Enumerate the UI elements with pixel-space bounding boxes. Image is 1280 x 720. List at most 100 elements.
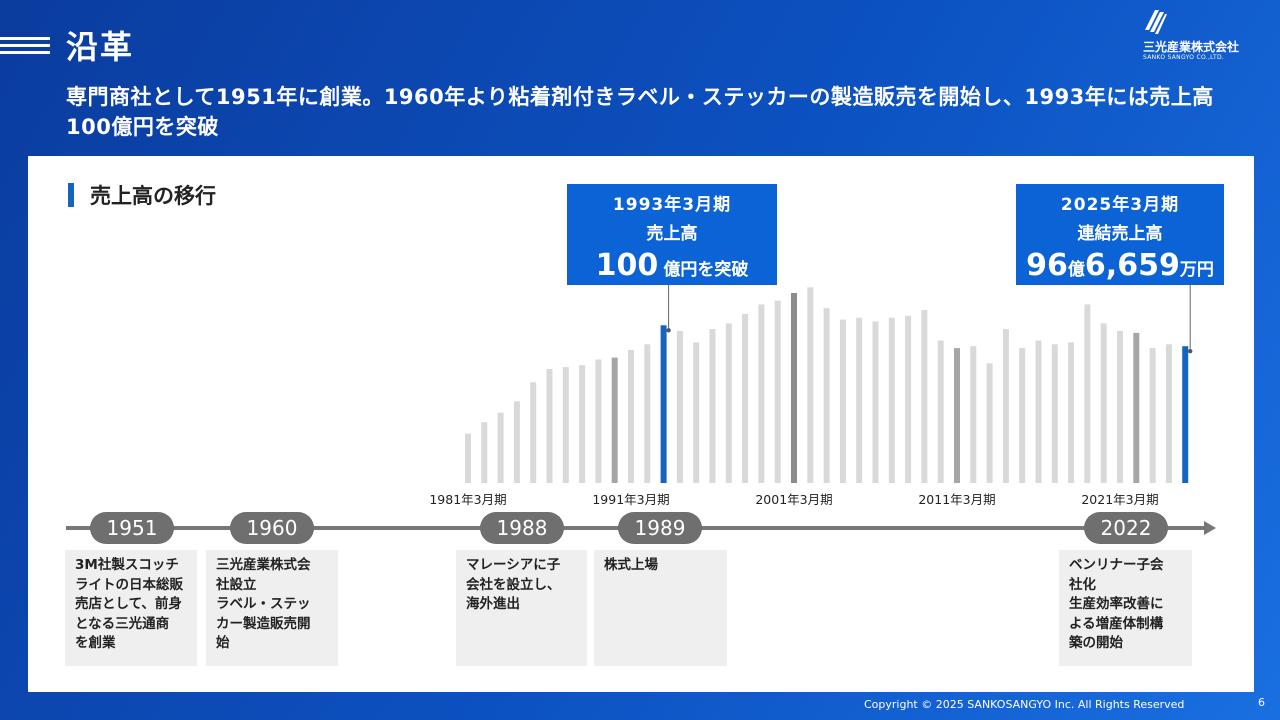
page-title: 沿革 (66, 28, 135, 66)
event-line: ラベル・ステッ (216, 596, 311, 612)
bar-2002年3月期 (807, 287, 814, 483)
bar-1985年3月期 (530, 382, 537, 483)
bar-2022年3月期 (1133, 332, 1140, 483)
timeline-year-1988: 1988 (480, 512, 564, 544)
sales-bar-chart: 1981年3月期 1991年3月期 2001年3月期 2011年3月期 2021年3月期 (429, 285, 1193, 507)
bar-2008年3月期 (905, 315, 912, 483)
event-line: 海外進出 (466, 596, 520, 612)
bar-2010年3月期 (937, 340, 944, 483)
content-panel: 売上高の移行 1981年3月期 1991年3月期 2001年3月期 2011年3月期 2… (28, 156, 1254, 692)
callout-2025: 2025年3月期 連結売上高 96億6,659万円 (1016, 184, 1224, 285)
callout-1993-unit: 億円を突破 (663, 260, 749, 280)
bar-1983年3月期 (497, 412, 504, 483)
bar-1992年3月期 (644, 344, 651, 483)
bar-2003年3月期 (823, 308, 830, 483)
callout-1993-amount: 100 (595, 248, 659, 283)
event-line: マレーシアに子 (466, 557, 561, 573)
event-line: 会社を設立し、 (466, 576, 561, 593)
bar-2017年3月期 (1051, 344, 1058, 483)
timeline-year-2022: 2022 (1084, 512, 1168, 544)
callout-2025-amount-man: 6,659 (1084, 248, 1180, 283)
bar-1988年3月期 (579, 365, 586, 483)
company-logo: 三光産業株式会社 SANKO SANGYO CO.,LTD. (1140, 10, 1255, 65)
bar-1998年3月期 (742, 313, 749, 483)
event-line: 三光産業株式会 (216, 557, 311, 573)
bar-2021年3月期 (1117, 331, 1123, 483)
bar-2004年3月期 (839, 319, 846, 483)
callout-connector-dot (1188, 349, 1193, 354)
x-tick-label: 2021年3月期 (1081, 492, 1158, 507)
x-tick-label: 2011年3月期 (918, 492, 995, 507)
bar-1989年3月期 (595, 359, 602, 483)
event-line: となる三光通商 (75, 615, 170, 632)
event-1988: マレーシアに子 会社を設立し、 海外進出 (456, 550, 587, 666)
bar-2013年3月期 (986, 363, 993, 483)
callout-2025-period: 2025年3月期 (1060, 195, 1180, 215)
bar-1986年3月期 (546, 369, 553, 483)
bar-1993年3月期 (660, 325, 667, 483)
menu-lines-icon (0, 37, 50, 58)
bar-2000年3月期 (774, 300, 781, 483)
event-line: 3M社製スコッチ (75, 557, 179, 573)
logo-company-name: 三光産業株式会社 (1143, 40, 1240, 54)
event-line: ベンリナー子会 (1069, 557, 1164, 573)
bar-1987年3月期 (562, 367, 569, 483)
bar-2011年3月期 (954, 348, 960, 483)
bar-2018年3月期 (1068, 342, 1075, 483)
timeline-year-1960: 1960 (230, 512, 314, 544)
logo-mark-icon (1145, 10, 1167, 34)
logo-english-name: SANKO SANGYO CO.,LTD. (1143, 54, 1225, 61)
bar-1999年3月期 (758, 304, 765, 483)
event-line: ライトの日本総販 (75, 576, 183, 593)
event-2022: ベンリナー子会 社化 生産効率改善に よる増産体制構 築の開始 (1059, 550, 1192, 666)
bar-2015年3月期 (1019, 348, 1026, 483)
event-line: 株式上場 (604, 557, 658, 573)
timeline-arrow-icon (1204, 521, 1216, 535)
event-1951: 3M社製スコッチ ライトの日本総販 売店として、前身 となる三光通商 を創業 (65, 550, 197, 666)
bar-2020年3月期 (1100, 323, 1107, 483)
callout-2025-amount-oku: 96 (1026, 248, 1068, 283)
bar-2024年3月期 (1165, 344, 1172, 483)
timeline-year-1989: 1989 (618, 512, 702, 544)
bar-2019年3月期 (1084, 304, 1091, 483)
event-line: カー製造販売開 (216, 615, 311, 632)
event-line: よる増産体制構 (1069, 615, 1164, 632)
bar-1995年3月期 (693, 342, 700, 483)
bar-2014年3月期 (1002, 329, 1009, 483)
callout-1993-label: 売上高 (646, 224, 698, 244)
bar-2009年3月期 (921, 310, 928, 483)
event-line: 生産効率改善に (1069, 596, 1164, 612)
section-title: 売上高の移行 (90, 184, 216, 208)
bar-2023年3月期 (1149, 348, 1156, 483)
bar-2001年3月期 (791, 293, 797, 483)
x-tick-label: 1981年3月期 (429, 492, 506, 507)
section-accent-bar (68, 183, 74, 207)
bar-2007年3月期 (888, 317, 895, 483)
event-line: 社化 (1069, 576, 1096, 593)
bar-2012年3月期 (970, 346, 977, 483)
page-number: 6 (1258, 696, 1265, 709)
bar-1997年3月期 (725, 323, 732, 483)
bar-1981年3月期 (465, 433, 471, 483)
bar-1990年3月期 (611, 357, 618, 483)
event-1960: 三光産業株式会 社設立 ラベル・ステッ カー製造販売開 始 (206, 550, 338, 666)
event-line: 築の開始 (1069, 635, 1123, 651)
callout-1993: 1993年3月期 売上高 100 億円を突破 (567, 184, 777, 285)
event-line: 売店として、前身 (75, 596, 182, 612)
bar-1994年3月期 (676, 331, 683, 483)
section-header: 売上高の移行 (68, 180, 216, 210)
callout-2025-unit-man: 万円 (1179, 260, 1214, 280)
bar-1984年3月期 (513, 401, 520, 483)
bar-1996年3月期 (709, 329, 716, 483)
callout-2025-label: 連結売上高 (1077, 224, 1163, 244)
callout-2025-unit-oku: 億 (1067, 260, 1085, 280)
bar-2006年3月期 (872, 321, 879, 483)
bar-2005年3月期 (856, 317, 863, 483)
bar-1982年3月期 (481, 422, 488, 483)
callout-connector-dot (666, 328, 671, 333)
bar-2016年3月期 (1035, 340, 1042, 483)
event-1989: 株式上場 (594, 550, 727, 666)
event-line: 社設立 (216, 576, 257, 593)
callout-1993-period: 1993年3月期 (612, 195, 732, 215)
bar-2025年3月期 (1182, 346, 1189, 483)
